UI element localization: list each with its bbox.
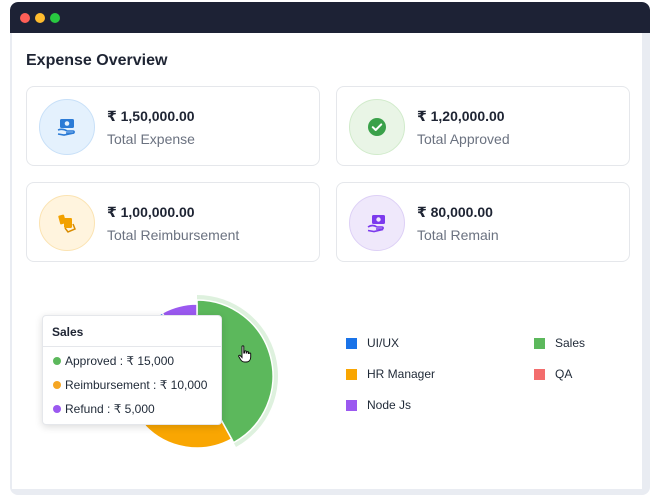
tooltip-title: Sales [52,325,84,339]
card-total-remain[interactable]: ₹ 80,000.00 Total Remain [336,182,630,262]
legend-dot [53,381,61,389]
tooltip-row-approved: Approved : ₹ 15,000 [53,354,174,368]
card-amount: ₹ 1,50,000.00 [107,108,195,124]
maximize-window-button[interactable] [50,13,60,23]
legend-item-sales[interactable]: Sales [534,336,585,350]
chart-tooltip: Sales Approved : ₹ 15,000 Reimbursement … [42,315,222,425]
card-total-expense[interactable]: ₹ 1,50,000.00 Total Expense [26,86,320,166]
wallet-hand-icon [349,195,405,251]
page-title: Expense Overview [26,52,168,69]
app-window: Expense Overview ₹ 1,50,000.00 Total Exp… [10,2,650,495]
legend-label: HR Manager [367,367,436,381]
hand-money-icon [39,195,95,251]
legend-swatch [534,368,545,380]
legend-item-node-js[interactable]: Node Js [346,398,411,412]
card-amount: ₹ 80,000.00 [417,204,493,220]
card-label: Total Approved [417,131,510,147]
card-label: Total Expense [107,131,195,147]
card-amount: ₹ 1,00,000.00 [107,204,195,220]
legend-label: QA [555,367,573,381]
legend-swatch [346,337,357,349]
legend-item-ui-ux[interactable]: UI/UX [346,336,399,350]
money-hand-icon [39,99,95,155]
title-bar [10,2,650,33]
card-total-reimbursement[interactable]: ₹ 1,00,000.00 Total Reimbursement [26,182,320,262]
legend-label: Sales [555,336,586,350]
tooltip-divider [43,346,221,347]
hand-pointer-icon [238,345,252,363]
tooltip-row-reimbursement: Reimbursement : ₹ 10,000 [53,378,207,392]
card-total-approved[interactable]: ₹ 1,20,000.00 Total Approved [336,86,630,166]
minimize-window-button[interactable] [35,13,45,23]
legend-swatch [534,337,545,349]
tooltip-row-text: Approved : ₹ 15,000 [65,354,175,368]
legend-swatch [346,399,357,411]
legend-item-qa[interactable]: QA [534,367,572,381]
card-label: Total Reimbursement [107,227,240,243]
legend-item-hr-manager[interactable]: HR Manager [346,367,435,381]
legend-label: UI/UX [367,336,400,350]
tooltip-row-text: Reimbursement : ₹ 10,000 [65,378,208,392]
legend-dot [53,357,61,365]
tooltip-row-refund: Refund : ₹ 5,000 [53,402,155,416]
legend-label: Node Js [367,398,412,412]
legend-swatch [346,368,357,380]
check-circle-icon [349,99,405,155]
card-label: Total Remain [417,227,499,243]
legend-dot [53,405,61,413]
card-amount: ₹ 1,20,000.00 [417,108,505,124]
close-window-button[interactable] [20,13,30,23]
main-content: Expense Overview ₹ 1,50,000.00 Total Exp… [12,33,642,489]
tooltip-row-text: Refund : ₹ 5,000 [65,402,155,416]
